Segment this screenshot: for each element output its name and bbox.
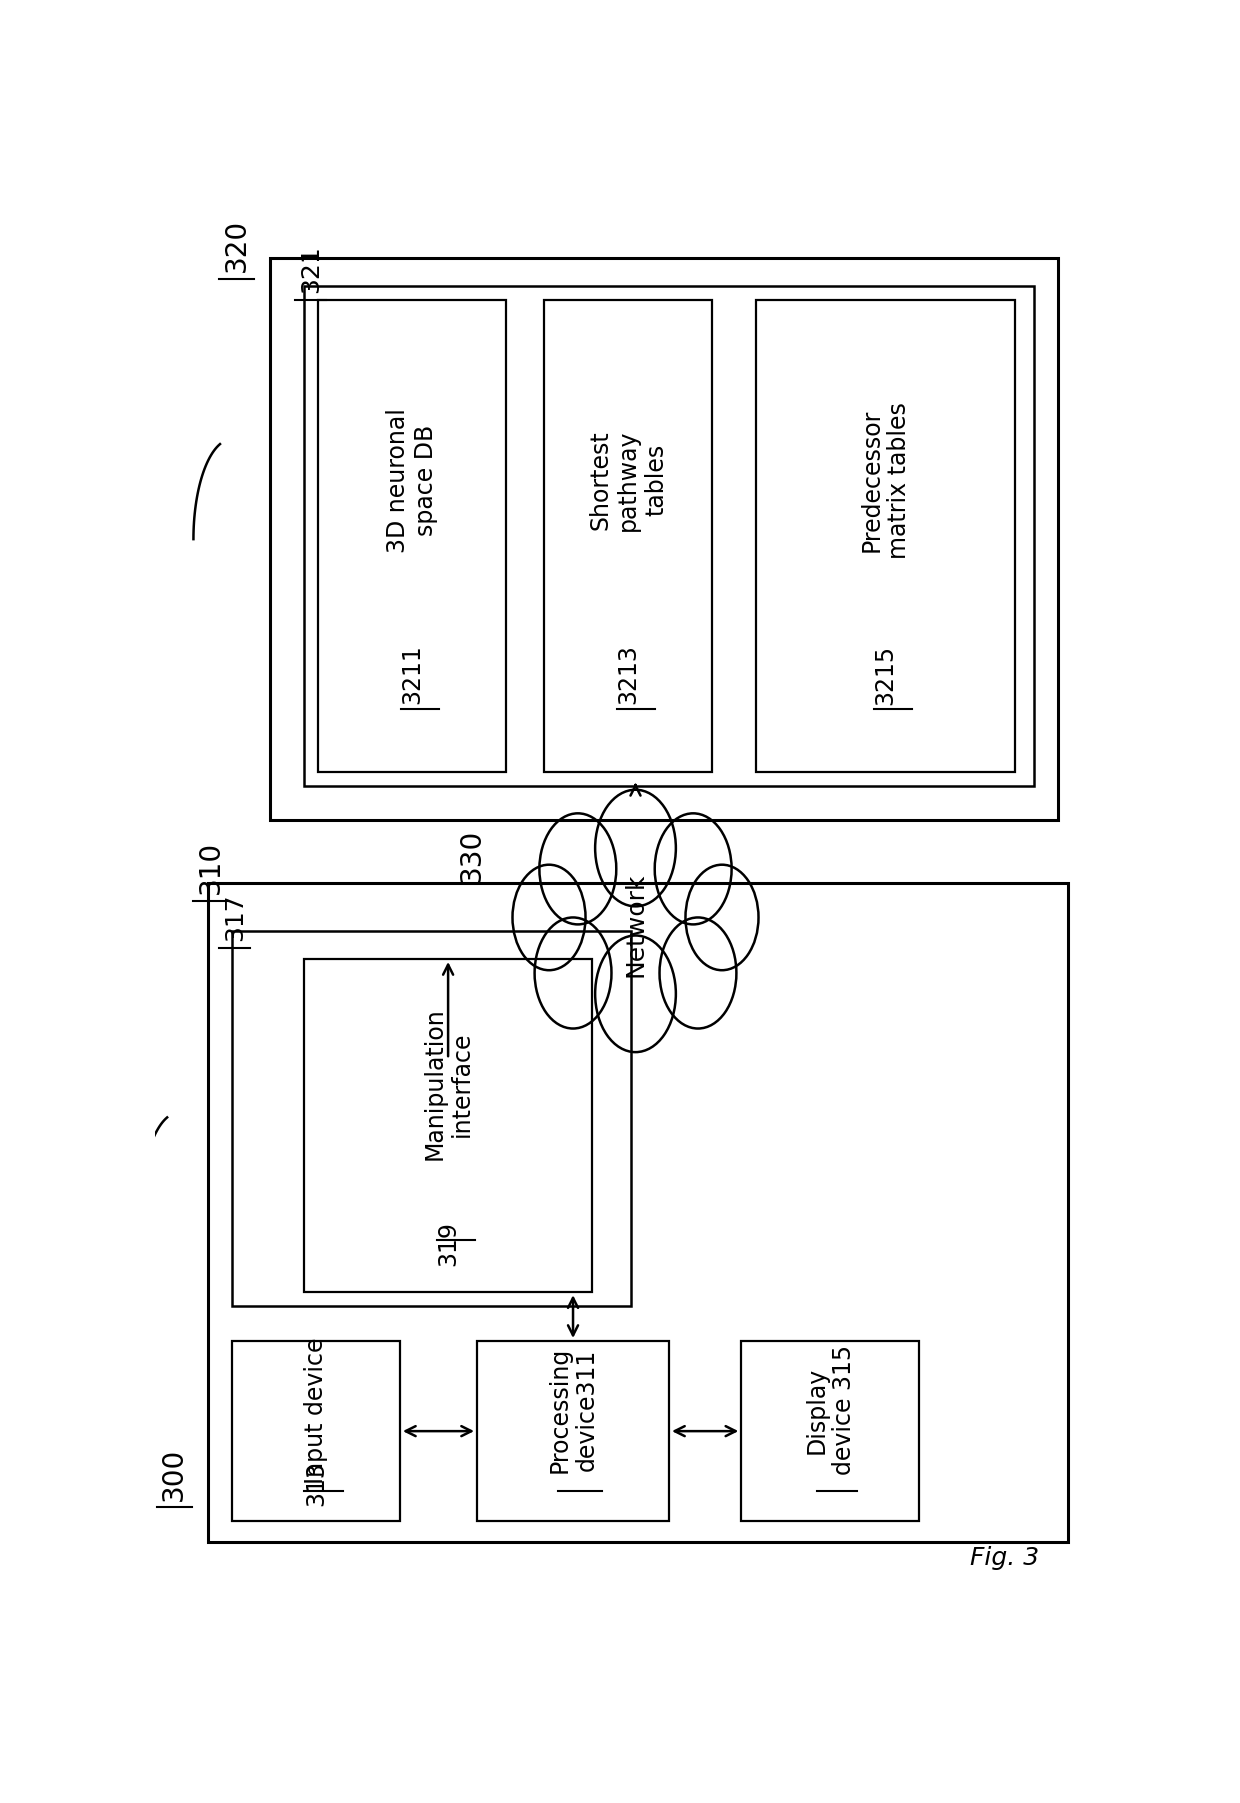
Bar xyxy=(544,299,713,772)
Text: 300: 300 xyxy=(160,1448,188,1500)
Text: Processing
device311: Processing device311 xyxy=(547,1347,599,1473)
Text: Network: Network xyxy=(624,873,647,977)
Text: 3215: 3215 xyxy=(873,644,898,705)
Text: 320: 320 xyxy=(223,218,250,272)
Text: 310: 310 xyxy=(197,840,224,894)
Text: Shortest
pathway
tables: Shortest pathway tables xyxy=(589,429,668,530)
Bar xyxy=(232,932,631,1305)
Bar xyxy=(319,299,506,772)
Bar xyxy=(232,1341,401,1522)
Text: 317: 317 xyxy=(223,894,247,941)
Text: Manipulation
interface: Manipulation interface xyxy=(422,1008,474,1161)
Bar xyxy=(304,285,1034,786)
Text: 3211: 3211 xyxy=(401,645,424,705)
Text: 330: 330 xyxy=(458,828,486,882)
Bar xyxy=(477,1341,670,1522)
Text: Predecessor
matrix tables: Predecessor matrix tables xyxy=(859,402,911,559)
Bar xyxy=(208,883,1068,1542)
Bar xyxy=(742,1341,919,1522)
Text: 321: 321 xyxy=(299,245,322,292)
Text: 3D neuronal
space DB: 3D neuronal space DB xyxy=(386,407,438,552)
Text: Display
device 315: Display device 315 xyxy=(805,1345,856,1475)
Text: Fig. 3: Fig. 3 xyxy=(970,1545,1039,1570)
Bar xyxy=(755,299,1016,772)
Text: 3213: 3213 xyxy=(616,644,640,705)
Text: Input device: Input device xyxy=(304,1338,327,1484)
Text: 319: 319 xyxy=(436,1221,460,1266)
Text: 313: 313 xyxy=(304,1462,327,1506)
Bar xyxy=(304,959,593,1293)
Bar xyxy=(270,258,1058,820)
